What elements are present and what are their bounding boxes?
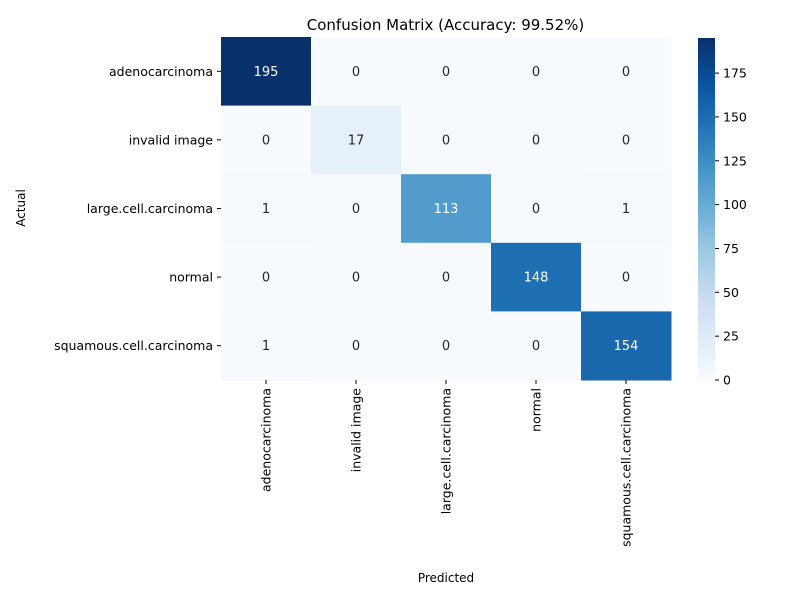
heatmap-cell: [491, 105, 582, 175]
heatmap-cell: [581, 37, 672, 107]
x-tick-label: adenocarcinoma: [259, 388, 274, 492]
colorbar: [698, 38, 715, 380]
cell-value-label: 1: [622, 202, 630, 217]
cell-value-label: 113: [434, 202, 459, 217]
heatmap-cell: [491, 37, 582, 107]
x-axis-title: Predicted: [418, 571, 474, 585]
cell-value-label: 0: [262, 271, 270, 286]
heatmap-cell: [311, 105, 402, 175]
heatmap-cell: [311, 37, 402, 107]
cell-value-label: 148: [524, 271, 549, 286]
colorbar-ticks: 0 25 50 75 100 125 150 175: [715, 66, 747, 388]
heatmap-cell: [581, 311, 672, 381]
heatmap-cell: [491, 174, 582, 244]
heatmap-cell: [581, 174, 672, 244]
heatmap-cell: [581, 242, 672, 312]
colorbar-tick-label: 50: [723, 285, 739, 300]
heatmap-cell: [401, 242, 492, 312]
chart-title: Confusion Matrix (Accuracy: 99.52%): [307, 16, 585, 34]
heatmap-cell-labels: 195 0 0 0 0 0 17 0 0 0 1 0 113 0 1 0 0 0 148 0 1 0 0 0 154: [254, 65, 639, 354]
cell-value-label: 0: [352, 271, 360, 286]
x-tick-label: normal: [529, 388, 544, 432]
heatmap-cell: [581, 105, 672, 175]
cell-value-label: 0: [352, 202, 360, 217]
cell-value-label: 0: [442, 133, 450, 148]
heatmap-cell: [311, 311, 402, 381]
y-tick-label: squamous.cell.carcinoma: [54, 338, 213, 353]
heatmap-cell: [311, 242, 402, 312]
heatmap-cell: [221, 242, 312, 312]
heatmap-cell: [401, 37, 492, 107]
x-axis-ticks: adenocarcinoma invalid image large.cell.ca…: [259, 380, 634, 547]
y-axis-ticks: adenocarcinoma invalid image large.cell.ca…: [54, 64, 221, 353]
cell-value-label: 0: [622, 133, 630, 148]
x-tick-label: large.cell.carcinoma: [439, 388, 454, 514]
cell-value-label: 195: [254, 65, 279, 80]
y-tick-label: large.cell.carcinoma: [87, 201, 213, 216]
cell-value-label: 0: [532, 65, 540, 80]
cell-value-label: 0: [442, 271, 450, 286]
heatmap-cell: [221, 174, 312, 244]
cell-value-label: 0: [532, 202, 540, 217]
y-axis-title: Actual: [14, 189, 28, 227]
heatmap-cell: [401, 174, 492, 244]
colorbar-tick-label: 125: [723, 153, 747, 168]
heatmap-cell: [401, 311, 492, 381]
heatmap-cell: [401, 105, 492, 175]
colorbar-tick-label: 25: [723, 329, 739, 344]
cell-value-label: 0: [352, 65, 360, 80]
heatmap-cell: [221, 37, 312, 107]
colorbar-tick-label: 75: [723, 241, 739, 256]
colorbar-tick-label: 0: [723, 373, 731, 388]
heatmap-cell: [221, 105, 312, 175]
heatmap-cell: [221, 311, 312, 381]
cell-value-label: 0: [622, 65, 630, 80]
cell-value-label: 17: [348, 133, 365, 148]
cell-value-label: 1: [262, 202, 270, 217]
cell-value-label: 0: [442, 339, 450, 354]
cell-value-label: 0: [532, 339, 540, 354]
cell-value-label: 0: [622, 271, 630, 286]
y-tick-label: normal: [169, 270, 213, 285]
cell-value-label: 0: [442, 65, 450, 80]
colorbar-tick-label: 100: [723, 197, 747, 212]
heatmap-cell: [311, 174, 402, 244]
colorbar-tick-label: 150: [723, 109, 747, 124]
y-tick-label: invalid image: [129, 132, 214, 147]
cell-value-label: 0: [532, 133, 540, 148]
heatmap-cells: [221, 37, 672, 381]
cell-value-label: 0: [352, 339, 360, 354]
cell-value-label: 1: [262, 339, 270, 354]
cell-value-label: 154: [614, 339, 639, 354]
cell-value-label: 0: [262, 133, 270, 148]
x-tick-label: squamous.cell.carcinoma: [619, 388, 634, 547]
colorbar-tick-label: 175: [723, 66, 747, 81]
x-tick-label: invalid image: [349, 388, 364, 473]
heatmap-cell: [491, 242, 582, 312]
heatmap-cell: [491, 311, 582, 381]
y-tick-label: adenocarcinoma: [109, 64, 213, 79]
